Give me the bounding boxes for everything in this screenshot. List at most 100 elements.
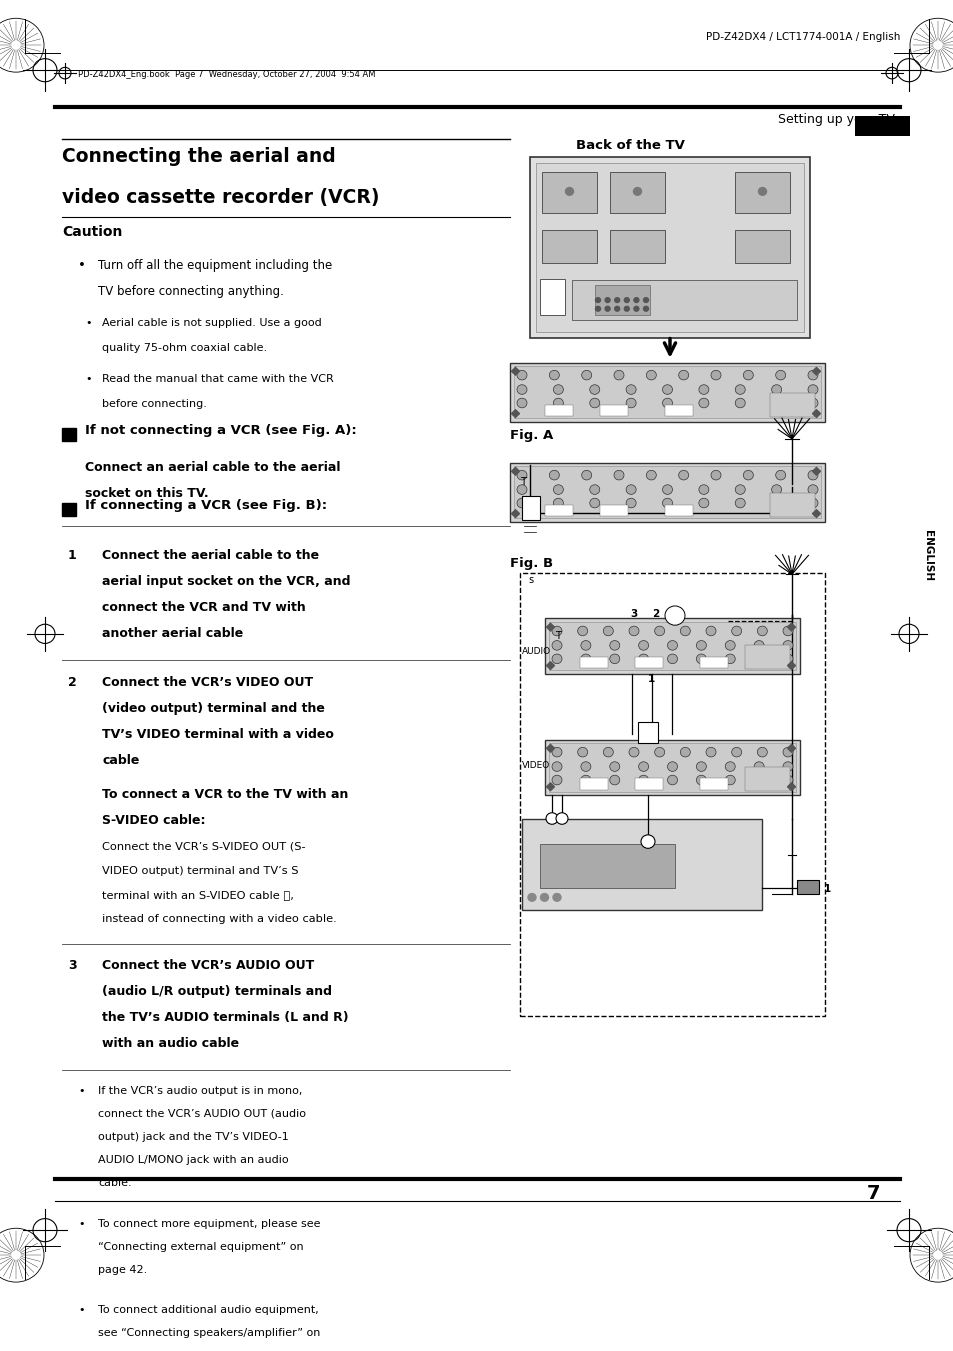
Circle shape bbox=[757, 747, 766, 757]
Circle shape bbox=[771, 385, 781, 394]
Text: aerial input socket on the VCR, and: aerial input socket on the VCR, and bbox=[102, 576, 350, 588]
Circle shape bbox=[807, 370, 817, 380]
Polygon shape bbox=[812, 467, 820, 476]
Bar bbox=[514, 366, 821, 419]
Circle shape bbox=[775, 470, 785, 480]
Circle shape bbox=[667, 775, 677, 785]
Circle shape bbox=[645, 470, 656, 480]
Text: T: T bbox=[519, 477, 526, 488]
Text: Connecting the aerial and: Connecting the aerial and bbox=[62, 147, 335, 166]
Text: PD-Z42DX4 / LCT1774-001A / English: PD-Z42DX4 / LCT1774-001A / English bbox=[705, 31, 899, 42]
Circle shape bbox=[595, 307, 599, 311]
Circle shape bbox=[517, 399, 526, 408]
Circle shape bbox=[753, 762, 763, 771]
Bar bbox=[700, 778, 727, 789]
Bar bbox=[519, 573, 824, 1016]
Bar bbox=[609, 172, 664, 212]
Circle shape bbox=[609, 640, 619, 650]
Circle shape bbox=[643, 297, 648, 303]
Bar bbox=[734, 230, 789, 262]
Circle shape bbox=[731, 626, 740, 636]
Circle shape bbox=[633, 188, 640, 196]
Circle shape bbox=[614, 307, 619, 311]
Text: Connect the aerial cable to the: Connect the aerial cable to the bbox=[102, 550, 319, 562]
Bar bbox=[544, 619, 800, 674]
Circle shape bbox=[735, 385, 744, 394]
Polygon shape bbox=[786, 784, 795, 790]
Circle shape bbox=[581, 370, 591, 380]
Bar bbox=[544, 739, 800, 796]
Text: •: • bbox=[85, 374, 91, 384]
Circle shape bbox=[753, 775, 763, 785]
Text: socket on this TV.: socket on this TV. bbox=[85, 486, 209, 500]
Text: If connecting a VCR (see Fig. B):: If connecting a VCR (see Fig. B): bbox=[85, 499, 327, 512]
Circle shape bbox=[614, 370, 623, 380]
Text: connect the VCR and TV with: connect the VCR and TV with bbox=[102, 601, 305, 615]
Polygon shape bbox=[546, 744, 554, 753]
Text: T: T bbox=[555, 631, 560, 640]
Circle shape bbox=[623, 297, 629, 303]
Circle shape bbox=[589, 485, 599, 494]
Text: 3: 3 bbox=[68, 959, 76, 971]
Circle shape bbox=[589, 399, 599, 408]
Circle shape bbox=[735, 485, 744, 494]
Circle shape bbox=[638, 640, 648, 650]
Polygon shape bbox=[511, 467, 519, 476]
Circle shape bbox=[625, 485, 636, 494]
Circle shape bbox=[664, 607, 684, 626]
Circle shape bbox=[696, 640, 705, 650]
Text: To connect more equipment, please see: To connect more equipment, please see bbox=[98, 1219, 320, 1228]
Bar bbox=[769, 493, 814, 517]
Bar bbox=[579, 778, 607, 789]
Text: 2: 2 bbox=[68, 676, 76, 689]
Circle shape bbox=[517, 485, 526, 494]
Circle shape bbox=[775, 370, 785, 380]
Bar bbox=[544, 505, 573, 516]
Text: instead of connecting with a video cable.: instead of connecting with a video cable… bbox=[102, 913, 336, 924]
Circle shape bbox=[667, 654, 677, 663]
Text: Caution: Caution bbox=[62, 226, 122, 239]
Bar bbox=[548, 743, 795, 792]
Circle shape bbox=[758, 188, 765, 196]
Circle shape bbox=[604, 297, 610, 303]
Text: s: s bbox=[527, 576, 533, 585]
Circle shape bbox=[640, 835, 655, 848]
Text: 1: 1 bbox=[647, 674, 655, 684]
Circle shape bbox=[633, 307, 639, 311]
Bar bbox=[854, 116, 909, 135]
Circle shape bbox=[710, 370, 720, 380]
Circle shape bbox=[540, 893, 548, 901]
Circle shape bbox=[628, 747, 639, 757]
Polygon shape bbox=[786, 662, 795, 670]
Circle shape bbox=[699, 485, 708, 494]
Circle shape bbox=[696, 762, 705, 771]
Circle shape bbox=[782, 775, 792, 785]
Polygon shape bbox=[546, 784, 554, 790]
Circle shape bbox=[667, 762, 677, 771]
Circle shape bbox=[602, 626, 613, 636]
Circle shape bbox=[771, 499, 781, 508]
Text: cable.: cable. bbox=[98, 1178, 132, 1189]
Circle shape bbox=[595, 297, 599, 303]
Text: Connect the VCR’s S-VIDEO OUT (S-: Connect the VCR’s S-VIDEO OUT (S- bbox=[102, 842, 305, 851]
Bar bbox=[539, 844, 675, 888]
Circle shape bbox=[643, 307, 648, 311]
Circle shape bbox=[679, 747, 690, 757]
Bar bbox=[579, 657, 607, 669]
Circle shape bbox=[623, 307, 629, 311]
Circle shape bbox=[679, 626, 690, 636]
Circle shape bbox=[735, 399, 744, 408]
Text: •: • bbox=[78, 1305, 85, 1315]
Text: Fig. B: Fig. B bbox=[510, 557, 553, 570]
Text: with an audio cable: with an audio cable bbox=[102, 1036, 239, 1050]
Circle shape bbox=[556, 813, 567, 824]
Text: If the VCR’s audio output is in mono,: If the VCR’s audio output is in mono, bbox=[98, 1086, 302, 1096]
Bar bbox=[609, 230, 664, 262]
Circle shape bbox=[552, 775, 561, 785]
Circle shape bbox=[553, 399, 563, 408]
Circle shape bbox=[807, 470, 817, 480]
Circle shape bbox=[614, 297, 619, 303]
Bar bbox=[62, 428, 76, 442]
Circle shape bbox=[552, 654, 561, 663]
Circle shape bbox=[604, 307, 610, 311]
